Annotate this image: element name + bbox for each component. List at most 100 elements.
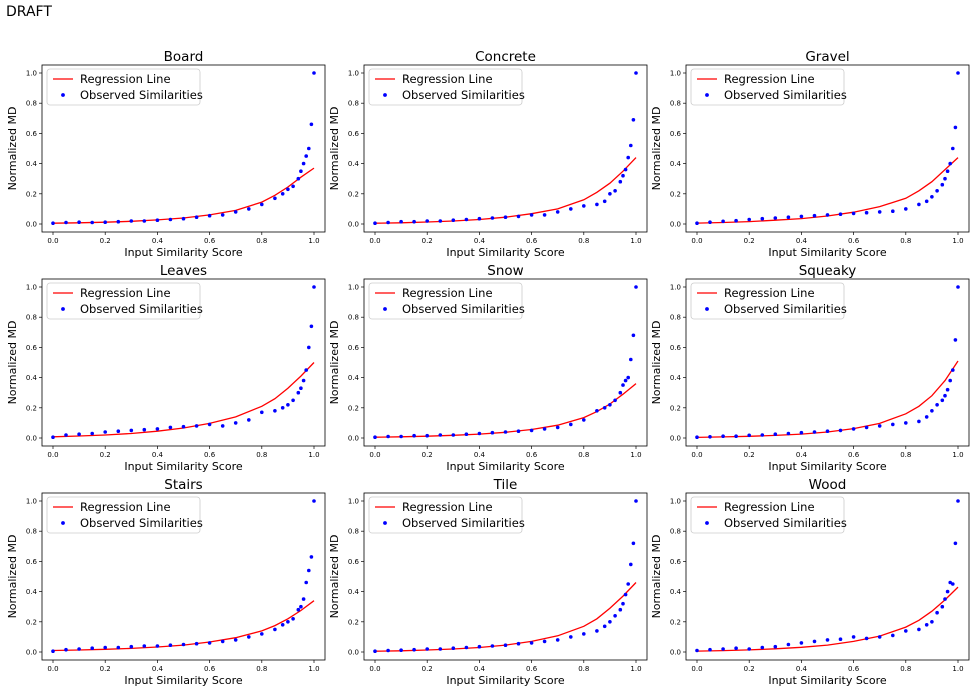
y-tick-label: 1.0 <box>26 284 37 292</box>
observed-point <box>233 210 238 214</box>
observed-point <box>951 146 955 151</box>
observed-point <box>582 632 586 636</box>
y-axis-label: Normalized MD <box>650 321 663 405</box>
observed-point <box>935 610 939 615</box>
x-tick-label: 0.4 <box>474 237 486 245</box>
y-tick-label: 0.8 <box>348 528 359 536</box>
observed-point <box>304 368 309 372</box>
observed-point <box>948 580 952 585</box>
x-tick-label: 0.2 <box>744 237 755 245</box>
observed-point <box>542 639 547 644</box>
plot-frame <box>41 492 326 661</box>
observed-point <box>291 184 295 189</box>
observed-point <box>301 378 306 383</box>
y-tick-label: 0.6 <box>348 344 360 352</box>
x-tick-label: 0.0 <box>369 451 380 459</box>
observed-point <box>451 218 456 222</box>
y-tick-label: 0.6 <box>26 130 38 138</box>
legend-point-swatch <box>61 93 65 97</box>
observed-point <box>490 430 495 435</box>
observed-point <box>864 636 869 641</box>
y-tick-label: 0.2 <box>670 618 681 626</box>
plot-frame <box>363 492 648 661</box>
observed-point <box>747 217 751 222</box>
y-axis-label: Normalized MD <box>6 107 19 191</box>
x-tick-label: 0.8 <box>900 665 911 673</box>
legend-entry-observed: Observed Similarities <box>402 516 525 530</box>
observed-point <box>786 642 791 647</box>
observed-point <box>721 647 725 651</box>
legend-point-swatch <box>383 521 387 525</box>
observed-point <box>626 155 630 160</box>
observed-point <box>956 285 960 289</box>
x-axis-label: Input Similarity Score <box>446 674 565 687</box>
observed-point <box>608 620 612 624</box>
x-tick-label: 0.8 <box>578 237 589 245</box>
observed-point <box>851 427 856 431</box>
y-tick-label: 1.0 <box>670 70 681 78</box>
x-tick-label: 1.0 <box>952 237 963 245</box>
observed-point <box>233 638 238 642</box>
observed-point <box>116 429 121 434</box>
legend-point-swatch <box>705 521 709 525</box>
observed-point <box>940 182 945 187</box>
observed-point <box>51 649 55 653</box>
subplot-title: Stairs <box>164 477 202 493</box>
observed-point <box>629 562 633 567</box>
observed-point <box>708 435 712 439</box>
observed-point <box>280 406 285 410</box>
observed-point <box>634 71 638 75</box>
observed-point <box>194 641 199 646</box>
observed-point <box>734 646 738 650</box>
observed-point <box>595 629 599 633</box>
legend-entry-observed: Observed Similarities <box>80 516 203 530</box>
y-tick-label: 0.6 <box>670 558 682 566</box>
y-tick-label: 1.0 <box>26 498 37 506</box>
x-tick-label: 0.2 <box>100 237 111 245</box>
legend-box <box>46 282 201 320</box>
observed-point <box>503 643 508 647</box>
observed-point <box>90 646 94 650</box>
observed-point <box>77 220 81 224</box>
observed-point <box>945 169 950 173</box>
observed-point <box>516 641 521 646</box>
observed-point <box>695 648 699 653</box>
observed-point <box>825 638 830 642</box>
x-tick-label: 1.0 <box>308 237 319 245</box>
x-tick-label: 0.2 <box>422 665 433 673</box>
legend-box <box>368 496 523 534</box>
x-tick-label: 0.0 <box>47 237 58 245</box>
observed-point <box>825 429 830 434</box>
y-axis-label: Normalized MD <box>650 535 663 619</box>
observed-point <box>464 217 469 222</box>
y-tick-label: 0.0 <box>26 649 37 657</box>
observed-point <box>786 431 791 436</box>
observed-point <box>618 179 623 184</box>
observed-point <box>247 635 251 639</box>
observed-point <box>812 430 817 434</box>
y-tick-label: 0.6 <box>26 344 38 352</box>
subplot-tile: Tile 0.0 0.2 0.4 0.6 0.8 1.0 0.0 0.2 0.4 0.6 0.8 1.0… <box>328 477 648 687</box>
x-tick-label: 0.4 <box>796 451 808 459</box>
legend-box <box>368 282 523 320</box>
observed-point <box>103 220 107 224</box>
observed-point <box>618 390 623 395</box>
observed-point <box>291 398 295 403</box>
legend-point-swatch <box>383 93 387 97</box>
y-tick-label: 1.0 <box>26 70 37 78</box>
observed-point <box>917 419 921 424</box>
x-tick-label: 0.8 <box>256 665 267 673</box>
y-tick-label: 0.4 <box>26 588 38 596</box>
observed-point <box>129 644 134 649</box>
regression-line <box>374 157 637 224</box>
x-tick-label: 0.6 <box>526 237 538 245</box>
legend-entry-observed: Observed Similarities <box>724 88 847 102</box>
observed-point <box>924 415 929 419</box>
observed-point <box>425 433 430 438</box>
observed-point <box>291 617 295 621</box>
observed-point <box>595 409 599 413</box>
legend-point-swatch <box>61 521 65 525</box>
y-tick-label: 0.8 <box>26 528 37 536</box>
y-axis-label: Normalized MD <box>650 107 663 191</box>
observed-point <box>64 220 68 225</box>
